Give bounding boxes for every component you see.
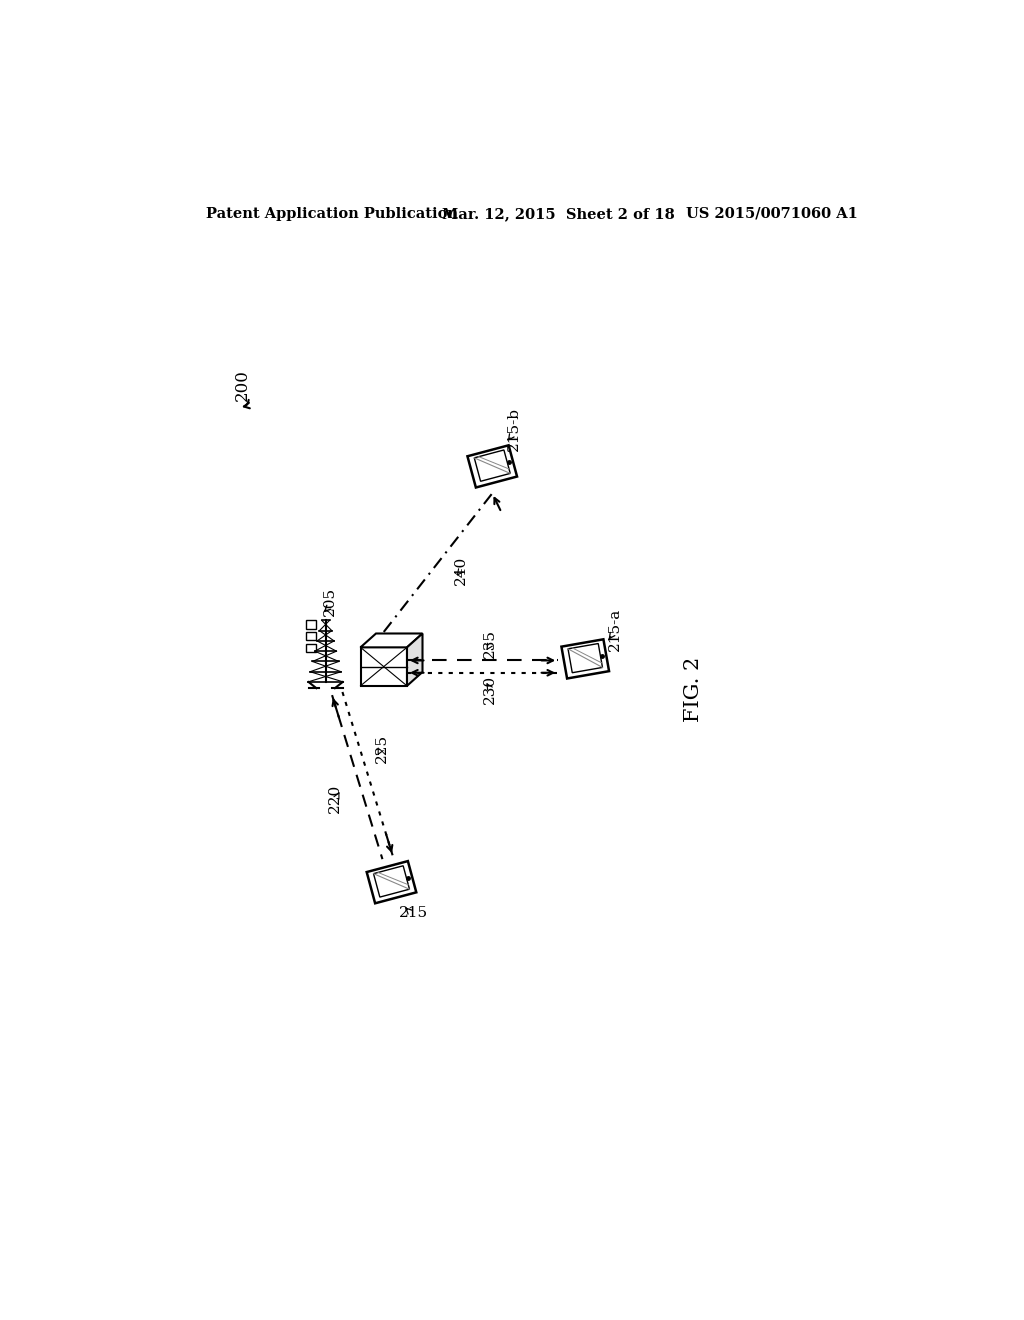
Text: 220: 220 xyxy=(329,784,342,813)
Polygon shape xyxy=(474,450,510,482)
Text: 235: 235 xyxy=(483,630,498,657)
Text: Patent Application Publication: Patent Application Publication xyxy=(206,207,458,220)
Bar xyxy=(360,647,407,686)
Text: 225: 225 xyxy=(375,734,389,763)
Text: US 2015/0071060 A1: US 2015/0071060 A1 xyxy=(686,207,858,220)
Text: Mar. 12, 2015  Sheet 2 of 18: Mar. 12, 2015 Sheet 2 of 18 xyxy=(442,207,675,220)
Polygon shape xyxy=(367,861,417,903)
Bar xyxy=(306,620,315,628)
Bar xyxy=(306,632,315,640)
Bar xyxy=(306,644,315,652)
Polygon shape xyxy=(374,866,410,898)
Text: 215-b: 215-b xyxy=(507,408,521,451)
Text: 205: 205 xyxy=(323,586,337,615)
Polygon shape xyxy=(467,445,517,487)
Text: 200: 200 xyxy=(234,370,251,401)
Text: 240: 240 xyxy=(455,556,468,585)
Text: FIG. 2: FIG. 2 xyxy=(684,657,703,722)
Text: 215: 215 xyxy=(398,906,428,920)
Polygon shape xyxy=(360,634,423,647)
Polygon shape xyxy=(568,644,602,673)
Polygon shape xyxy=(561,639,609,678)
Text: 215-a: 215-a xyxy=(607,609,622,651)
Polygon shape xyxy=(407,634,423,686)
Text: 230: 230 xyxy=(483,675,498,705)
